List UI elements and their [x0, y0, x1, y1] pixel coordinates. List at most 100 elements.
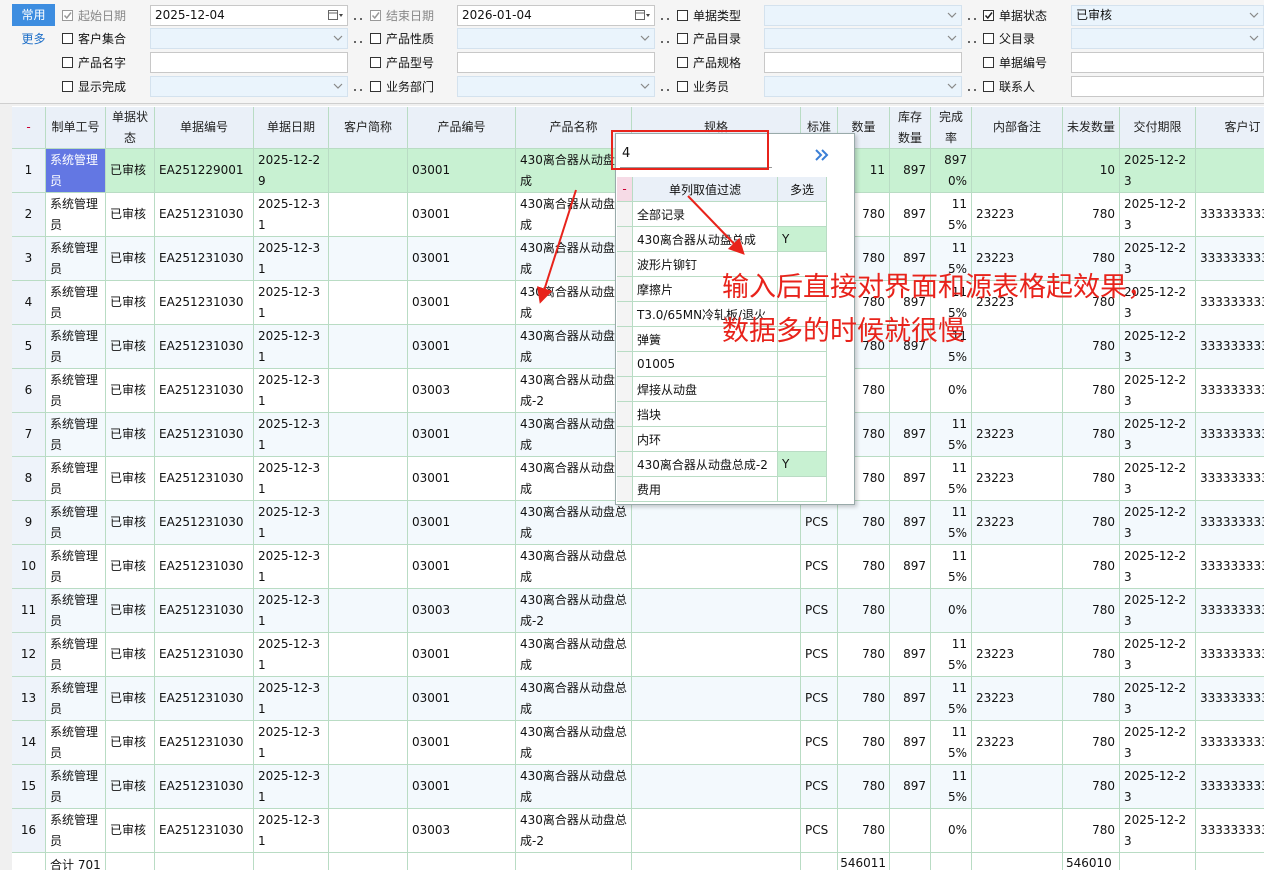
column-header[interactable]: 客户简称: [329, 107, 408, 149]
grid-cell: 33333333333: [1196, 325, 1264, 369]
filter-input[interactable]: [1071, 28, 1264, 49]
popup-item[interactable]: 01005: [633, 352, 778, 377]
filter-input[interactable]: 已审核: [1071, 5, 1264, 26]
popup-item[interactable]: T3.0/65MN冷轧板/退火: [633, 302, 778, 327]
grid-cell: [329, 193, 408, 237]
grid-cell: EA251231030: [155, 677, 254, 721]
column-header[interactable]: 制单工号: [46, 107, 106, 149]
grid-cell: 已审核: [106, 281, 155, 325]
popup-item-mark[interactable]: [778, 377, 827, 402]
dropdown-arrow: [1244, 33, 1260, 44]
checkbox[interactable]: [62, 81, 73, 92]
checkbox[interactable]: [370, 57, 381, 68]
checkbox[interactable]: [983, 81, 994, 92]
popup-item[interactable]: 摩擦片: [633, 277, 778, 302]
filter-input[interactable]: [764, 76, 962, 97]
filter-input[interactable]: [764, 28, 962, 49]
popup-item-mark[interactable]: Y: [778, 452, 827, 477]
popup-item[interactable]: 焊接从动盘: [633, 377, 778, 402]
column-header: -: [12, 107, 46, 149]
popup-item[interactable]: 内环: [633, 427, 778, 452]
filter-input[interactable]: 2025-12-04: [150, 5, 348, 26]
popup-item-mark[interactable]: [778, 202, 827, 227]
separator: [661, 89, 669, 91]
column-header[interactable]: 单据状态: [106, 107, 155, 149]
popup-item[interactable]: 弹簧: [633, 327, 778, 352]
footer-quantity: 546011: [840, 856, 886, 870]
grid-cell: 10: [1063, 149, 1120, 193]
filter-input[interactable]: [764, 5, 962, 26]
grid-cell: 897: [890, 325, 931, 369]
grid-cell: 2025-12-29: [254, 149, 329, 193]
grid-cell: [632, 677, 801, 721]
grid-cell: 0%: [931, 369, 972, 413]
popup-item-mark[interactable]: [778, 302, 827, 327]
filter-input[interactable]: [457, 28, 655, 49]
checkbox[interactable]: [62, 10, 73, 21]
grid-cell: 897: [890, 281, 931, 325]
popup-item[interactable]: 费用: [633, 477, 778, 502]
column-header[interactable]: 单据编号: [155, 107, 254, 149]
grid-cell: 780: [1063, 237, 1120, 281]
checkbox[interactable]: [62, 33, 73, 44]
column-header[interactable]: 产品名称: [516, 107, 632, 149]
checkbox[interactable]: [370, 10, 381, 21]
grid-cell: 2025-12-31: [254, 369, 329, 413]
grid-cell: 03003: [408, 809, 516, 853]
popup-item[interactable]: 430离合器从动盘总成-2: [633, 452, 778, 477]
tab[interactable]: 更多: [21, 32, 46, 46]
column-header[interactable]: 完成率: [931, 107, 972, 149]
popup-collapse[interactable]: -: [617, 177, 633, 202]
filter-input[interactable]: [457, 76, 655, 97]
checkbox[interactable]: [677, 10, 688, 21]
checkbox[interactable]: [370, 81, 381, 92]
popup-search-input[interactable]: 4: [620, 142, 772, 168]
popup-item-mark[interactable]: [778, 252, 827, 277]
column-header[interactable]: 客户订: [1196, 107, 1264, 149]
filter-input[interactable]: [1071, 76, 1264, 97]
filter-input[interactable]: [150, 52, 348, 73]
column-header[interactable]: 单据日期: [254, 107, 329, 149]
checkbox[interactable]: [370, 33, 381, 44]
checkbox[interactable]: [983, 10, 994, 21]
grid-cell: 已审核: [106, 721, 155, 765]
filter-input[interactable]: [1071, 52, 1264, 73]
grid-cell: 2025-12-31: [254, 633, 329, 677]
checkbox[interactable]: [983, 33, 994, 44]
filter-input[interactable]: [150, 28, 348, 49]
column-header[interactable]: 交付期限: [1120, 107, 1196, 149]
checkbox[interactable]: [677, 57, 688, 68]
popup-item-mark[interactable]: [778, 352, 827, 377]
grid-cell: 115%: [931, 237, 972, 281]
popup-item[interactable]: 430离合器从动盘总成: [633, 227, 778, 252]
filter-input[interactable]: 2026-01-04: [457, 5, 655, 26]
popup-item-mark[interactable]: [778, 327, 827, 352]
filter-input[interactable]: [764, 52, 962, 73]
popup-item-mark[interactable]: [778, 402, 827, 427]
grid-cell: 已审核: [106, 369, 155, 413]
checkbox[interactable]: [62, 57, 73, 68]
popup-item[interactable]: 波形片铆钉: [633, 252, 778, 277]
grid-cell: 780: [1063, 545, 1120, 589]
popup-item-mark[interactable]: [778, 277, 827, 302]
popup-item-mark[interactable]: [778, 427, 827, 452]
filter-input[interactable]: [150, 76, 348, 97]
column-header[interactable]: 内部备注: [972, 107, 1063, 149]
popup-item-mark[interactable]: [778, 477, 827, 502]
column-header[interactable]: 未发数量: [1063, 107, 1120, 149]
popup-item-mark[interactable]: Y: [778, 227, 827, 252]
checkbox[interactable]: [677, 81, 688, 92]
grid-cell: [329, 325, 408, 369]
filter-input[interactable]: [457, 52, 655, 73]
grid-cell: 2025-12-31: [254, 589, 329, 633]
popup-go-button[interactable]: [814, 148, 830, 162]
popup-item[interactable]: 挡块: [633, 402, 778, 427]
checkbox[interactable]: [677, 33, 688, 44]
grid-cell: 03003: [408, 369, 516, 413]
checkbox[interactable]: [983, 57, 994, 68]
popup-item[interactable]: 全部记录: [633, 202, 778, 227]
tab-active[interactable]: 常用: [12, 4, 55, 26]
column-header[interactable]: 库存数量: [890, 107, 931, 149]
grid-cell: 2025-12-23: [1120, 633, 1196, 677]
column-header[interactable]: 产品编号: [408, 107, 516, 149]
